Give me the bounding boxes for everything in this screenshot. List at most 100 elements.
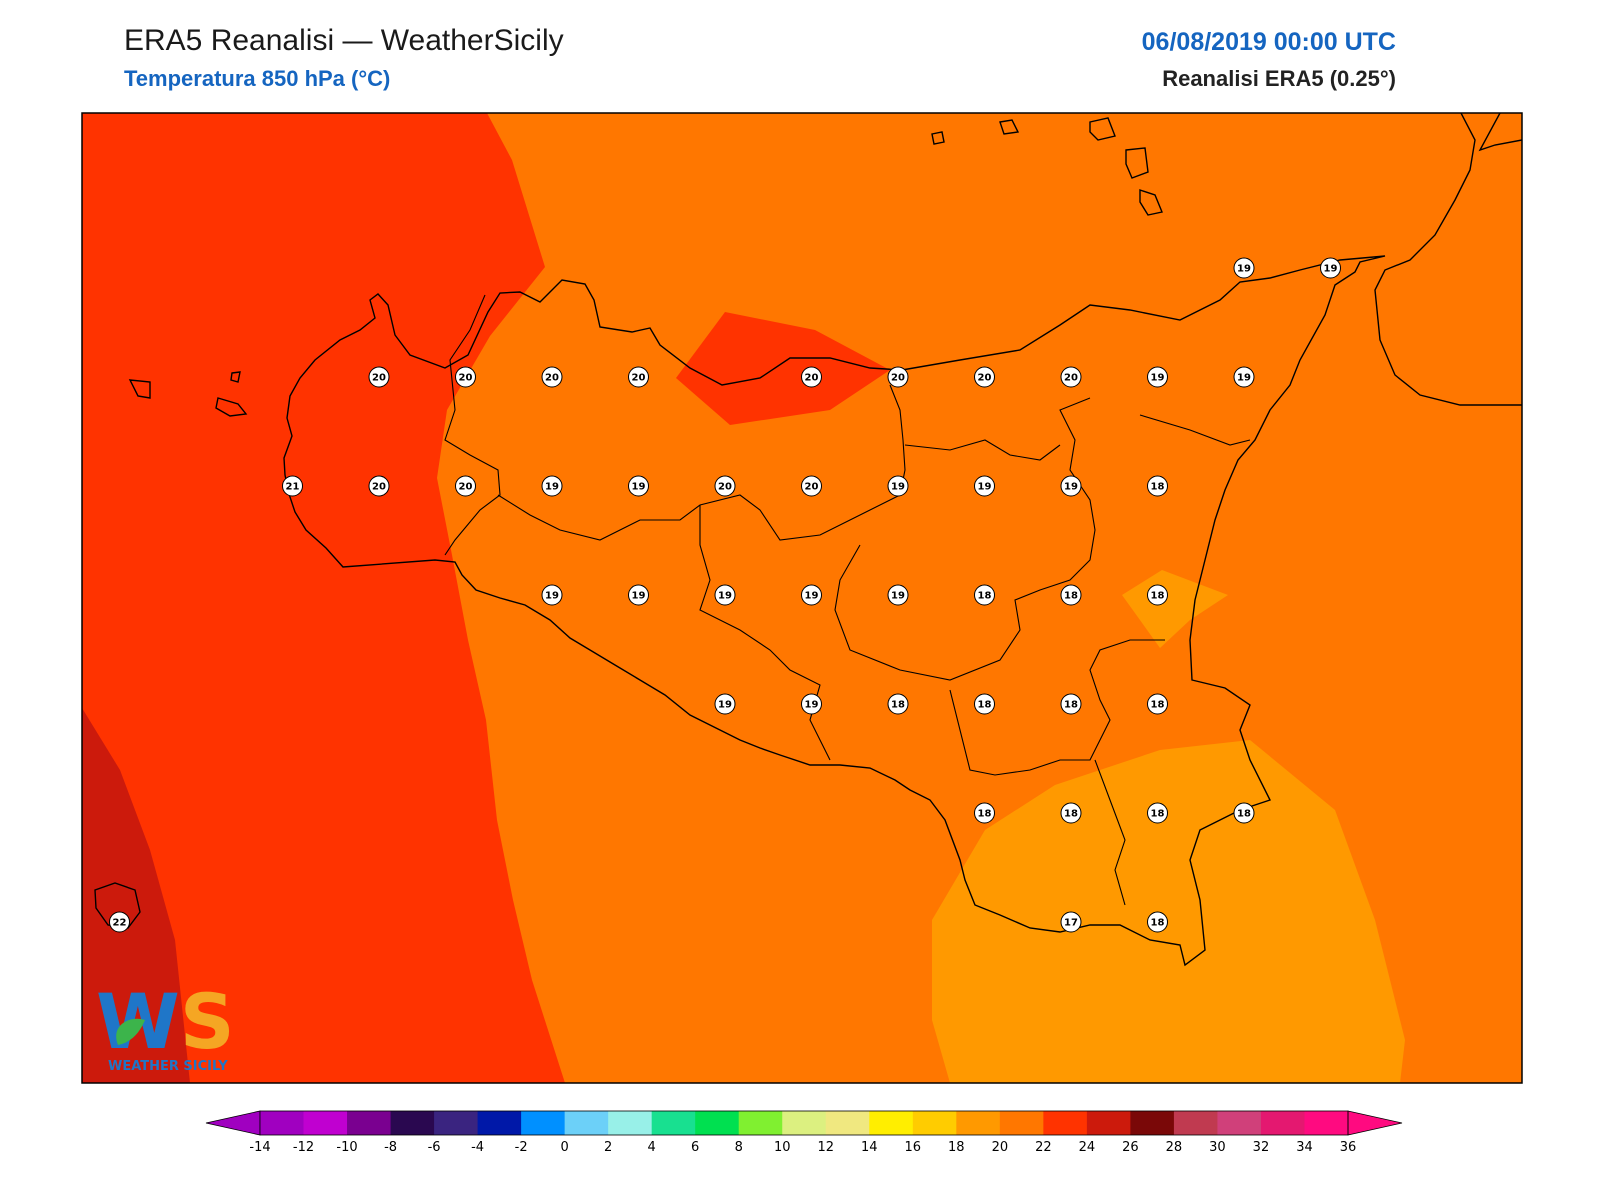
- station-label: 19: [541, 584, 563, 606]
- logo-name: WEATHER SICILY: [108, 1059, 228, 1074]
- station-label: 22: [109, 911, 130, 933]
- station-label: 18: [1147, 911, 1168, 933]
- colorbar-segment: [1217, 1111, 1262, 1135]
- station-label: 20: [1060, 366, 1082, 388]
- station-marker: [541, 366, 563, 388]
- station-marker: [974, 693, 995, 715]
- colorbar-tick-label: -2: [515, 1140, 528, 1155]
- colorbar-segment: [738, 1111, 783, 1135]
- station-marker: [282, 475, 303, 497]
- colorbar-tick-label: 36: [1340, 1140, 1357, 1155]
- station-value: 18: [1151, 700, 1165, 711]
- colorbar-segment: [869, 1111, 914, 1135]
- station-marker: [455, 366, 476, 388]
- colorbar-segment: [1043, 1111, 1088, 1135]
- colorbar-tick-label: 20: [992, 1140, 1009, 1155]
- border-enna-catania: [904, 439, 1061, 461]
- colorbar-segment: [1304, 1111, 1349, 1135]
- colorbar-tick-label: 30: [1209, 1140, 1226, 1155]
- station-marker: [714, 584, 736, 606]
- station-marker: [368, 366, 390, 388]
- station-marker: [887, 584, 909, 606]
- border-trapani-palermo: [444, 294, 501, 556]
- station-label: 18: [974, 584, 995, 606]
- border-messina-catania: [1139, 414, 1251, 446]
- station-value: 18: [1064, 591, 1078, 602]
- station-label: 18: [887, 693, 909, 715]
- station-marker: [1320, 257, 1341, 279]
- pantelleria-island: [94, 882, 141, 929]
- colorbar-segment: [651, 1111, 696, 1135]
- station-label: 20: [368, 366, 390, 388]
- colorbar-segment: [390, 1111, 435, 1135]
- egadi-island-1: [128, 379, 151, 399]
- station-label: 20: [455, 366, 476, 388]
- station-marker: [1060, 802, 1082, 824]
- station-marker: [109, 911, 130, 933]
- station-value: 18: [891, 700, 905, 711]
- station-value: 19: [545, 591, 559, 602]
- band-20-22: [82, 113, 565, 1083]
- colorbar-tick-label: 34: [1296, 1140, 1313, 1155]
- station-label: 18: [1147, 693, 1168, 715]
- station-value: 20: [372, 482, 386, 493]
- station-label: 20: [801, 475, 822, 497]
- station-marker: [974, 475, 995, 497]
- border-ragusa-siracusa: [1094, 759, 1126, 906]
- station-label: 19: [801, 693, 822, 715]
- colorbar: -14 -12 -10 -8 -6 -4 -2 0 2 4 6 8 10 12 14 16 18 20 22 24 26…: [205, 1110, 1403, 1155]
- station-label: 20: [887, 366, 909, 388]
- station-value: 17: [1064, 918, 1078, 929]
- station-value: 19: [718, 700, 732, 711]
- colorbar-tick-label: -14: [249, 1140, 270, 1155]
- station-marker: [1233, 366, 1255, 388]
- station-label: 18: [1060, 693, 1082, 715]
- colorbar-tick-label: -8: [384, 1140, 397, 1155]
- station-value: 19: [978, 482, 992, 493]
- colorbar-tick-label: 10: [774, 1140, 791, 1155]
- leaf-icon: [116, 1018, 145, 1045]
- station-label: 20: [974, 366, 995, 388]
- valid-datetime: 06/08/2019 00:00 UTC: [1141, 28, 1396, 56]
- colorbar-segment: [434, 1111, 479, 1135]
- station-marker: [1060, 693, 1082, 715]
- colorbar-segment: [477, 1111, 522, 1135]
- coastlines: [94, 113, 1522, 967]
- colorbar-tick-label: 14: [861, 1140, 878, 1155]
- station-value: 19: [545, 482, 559, 493]
- station-label: 18: [1147, 475, 1168, 497]
- ustica-island: [230, 371, 241, 383]
- aeolian-island-1: [931, 131, 945, 145]
- colorbar-tick-label: -4: [471, 1140, 484, 1155]
- station-marker: [1060, 911, 1082, 933]
- station-marker: [887, 475, 909, 497]
- colorbar-segment: [695, 1111, 740, 1135]
- colorbar-tick-label: 28: [1166, 1140, 1183, 1155]
- colorbar-over-arrow: [1347, 1110, 1403, 1136]
- station-marker: [714, 475, 736, 497]
- station-label: 19: [1233, 257, 1255, 279]
- colorbar-tick-label: 16: [905, 1140, 922, 1155]
- colorbar-segment: [564, 1111, 609, 1135]
- station-marker: [1060, 584, 1082, 606]
- colorbar-segment: [303, 1111, 348, 1135]
- station-value: 19: [1151, 373, 1165, 384]
- station-marker: [1060, 475, 1082, 497]
- station-value: 20: [891, 373, 905, 384]
- colorbar-tick-label: 32: [1253, 1140, 1270, 1155]
- aeolian-island-4: [1125, 147, 1149, 179]
- colorbar-segment: [260, 1111, 305, 1135]
- colorbar-tick-label: 12: [817, 1140, 834, 1155]
- station-value: 20: [372, 373, 386, 384]
- station-labels: 20 20 20 20 20 20 20 20 19 19 19 19 21 20 20 19 19 20 20 19…: [109, 257, 1341, 933]
- station-value: 19: [1237, 373, 1251, 384]
- station-value: 20: [805, 373, 819, 384]
- colorbar-segment: [608, 1111, 653, 1135]
- station-marker: [628, 366, 649, 388]
- band-20-22-north: [676, 312, 890, 425]
- colorbar-under-arrow: [205, 1110, 261, 1136]
- station-marker: [1147, 693, 1168, 715]
- station-marker: [974, 802, 995, 824]
- station-value: 18: [978, 591, 992, 602]
